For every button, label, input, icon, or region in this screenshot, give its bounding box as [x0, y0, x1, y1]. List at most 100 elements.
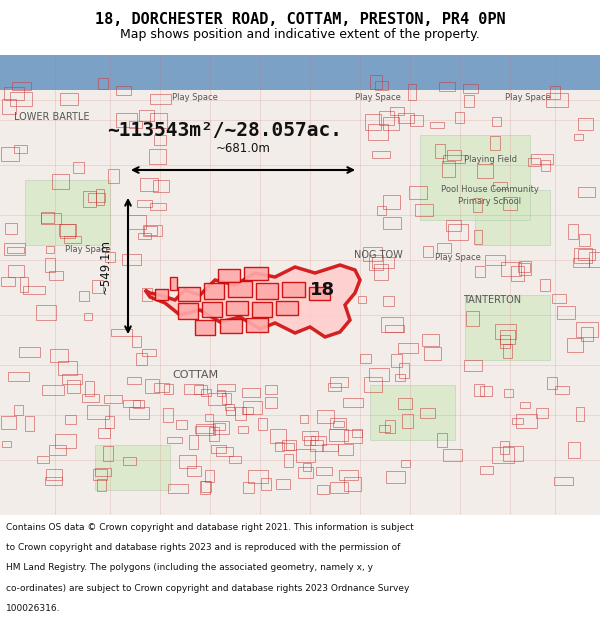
- Bar: [116, 86, 131, 95]
- Bar: [131, 336, 142, 348]
- Bar: [383, 296, 394, 306]
- Bar: [554, 477, 573, 486]
- Bar: [415, 204, 433, 216]
- Polygon shape: [155, 289, 168, 300]
- Bar: [83, 191, 96, 207]
- Bar: [275, 442, 284, 451]
- Bar: [589, 252, 600, 268]
- Text: co-ordinates) are subject to Crown copyright and database rights 2023 Ordnance S: co-ordinates) are subject to Crown copyr…: [6, 584, 409, 592]
- Bar: [364, 376, 382, 391]
- Bar: [574, 134, 583, 140]
- Polygon shape: [246, 318, 268, 332]
- Bar: [105, 253, 115, 262]
- Bar: [398, 398, 412, 409]
- Polygon shape: [145, 265, 360, 337]
- Bar: [575, 408, 584, 421]
- Bar: [103, 446, 113, 461]
- Bar: [200, 481, 211, 492]
- Text: Play Space: Play Space: [435, 253, 481, 261]
- Bar: [88, 406, 109, 419]
- Bar: [211, 445, 226, 453]
- Text: 18: 18: [310, 281, 335, 299]
- Bar: [395, 374, 405, 381]
- Bar: [2, 99, 16, 114]
- Bar: [106, 416, 115, 428]
- Bar: [276, 479, 290, 489]
- Bar: [123, 399, 140, 406]
- Polygon shape: [195, 320, 215, 335]
- Bar: [439, 82, 455, 91]
- Bar: [98, 78, 109, 89]
- Bar: [437, 242, 451, 253]
- Bar: [581, 327, 593, 341]
- Bar: [475, 190, 550, 245]
- Bar: [138, 232, 151, 239]
- Bar: [296, 449, 315, 462]
- Bar: [398, 342, 418, 353]
- Bar: [97, 479, 106, 491]
- Bar: [532, 154, 553, 164]
- Bar: [448, 224, 468, 240]
- Bar: [385, 420, 395, 432]
- Bar: [216, 448, 233, 456]
- Text: ~113543m²/~28.057ac.: ~113543m²/~28.057ac.: [107, 121, 343, 139]
- Bar: [352, 429, 362, 437]
- Polygon shape: [204, 283, 224, 299]
- Bar: [43, 385, 64, 395]
- Bar: [85, 381, 94, 396]
- Bar: [430, 122, 443, 128]
- Bar: [128, 214, 146, 229]
- Bar: [463, 84, 478, 93]
- Bar: [512, 418, 523, 424]
- Bar: [541, 279, 550, 291]
- Polygon shape: [252, 302, 272, 317]
- Bar: [299, 415, 308, 422]
- Bar: [298, 468, 313, 478]
- Bar: [373, 257, 394, 268]
- Bar: [217, 390, 226, 396]
- Bar: [420, 135, 530, 220]
- Bar: [360, 354, 371, 363]
- Bar: [578, 118, 593, 130]
- Bar: [503, 344, 512, 357]
- Bar: [1, 416, 16, 429]
- Bar: [443, 155, 465, 162]
- Polygon shape: [178, 303, 198, 319]
- Bar: [401, 461, 410, 466]
- Bar: [12, 82, 31, 91]
- Bar: [503, 198, 517, 210]
- Bar: [265, 397, 277, 408]
- Text: Primary School: Primary School: [458, 198, 521, 206]
- Bar: [145, 379, 159, 392]
- Text: to Crown copyright and database rights 2023 and is reproduced with the permissio: to Crown copyright and database rights 2…: [6, 543, 400, 552]
- Bar: [25, 180, 110, 245]
- Bar: [92, 469, 107, 480]
- Bar: [372, 151, 390, 158]
- Bar: [153, 181, 169, 192]
- Bar: [163, 408, 173, 422]
- Bar: [511, 266, 524, 281]
- Bar: [410, 115, 423, 126]
- Bar: [59, 224, 76, 236]
- Bar: [122, 254, 140, 265]
- Bar: [574, 258, 589, 267]
- Bar: [316, 468, 332, 476]
- Bar: [492, 448, 514, 463]
- Bar: [500, 330, 515, 344]
- Bar: [45, 259, 55, 272]
- Bar: [317, 410, 334, 422]
- Bar: [179, 456, 196, 468]
- Bar: [477, 164, 493, 178]
- Polygon shape: [226, 301, 248, 315]
- Bar: [128, 407, 149, 419]
- Bar: [79, 291, 89, 301]
- Bar: [139, 109, 154, 121]
- Bar: [271, 429, 286, 442]
- Bar: [60, 93, 78, 105]
- Bar: [302, 431, 318, 441]
- Bar: [473, 198, 482, 212]
- Bar: [37, 305, 56, 320]
- Bar: [201, 389, 211, 396]
- Bar: [222, 393, 230, 404]
- Bar: [200, 481, 210, 494]
